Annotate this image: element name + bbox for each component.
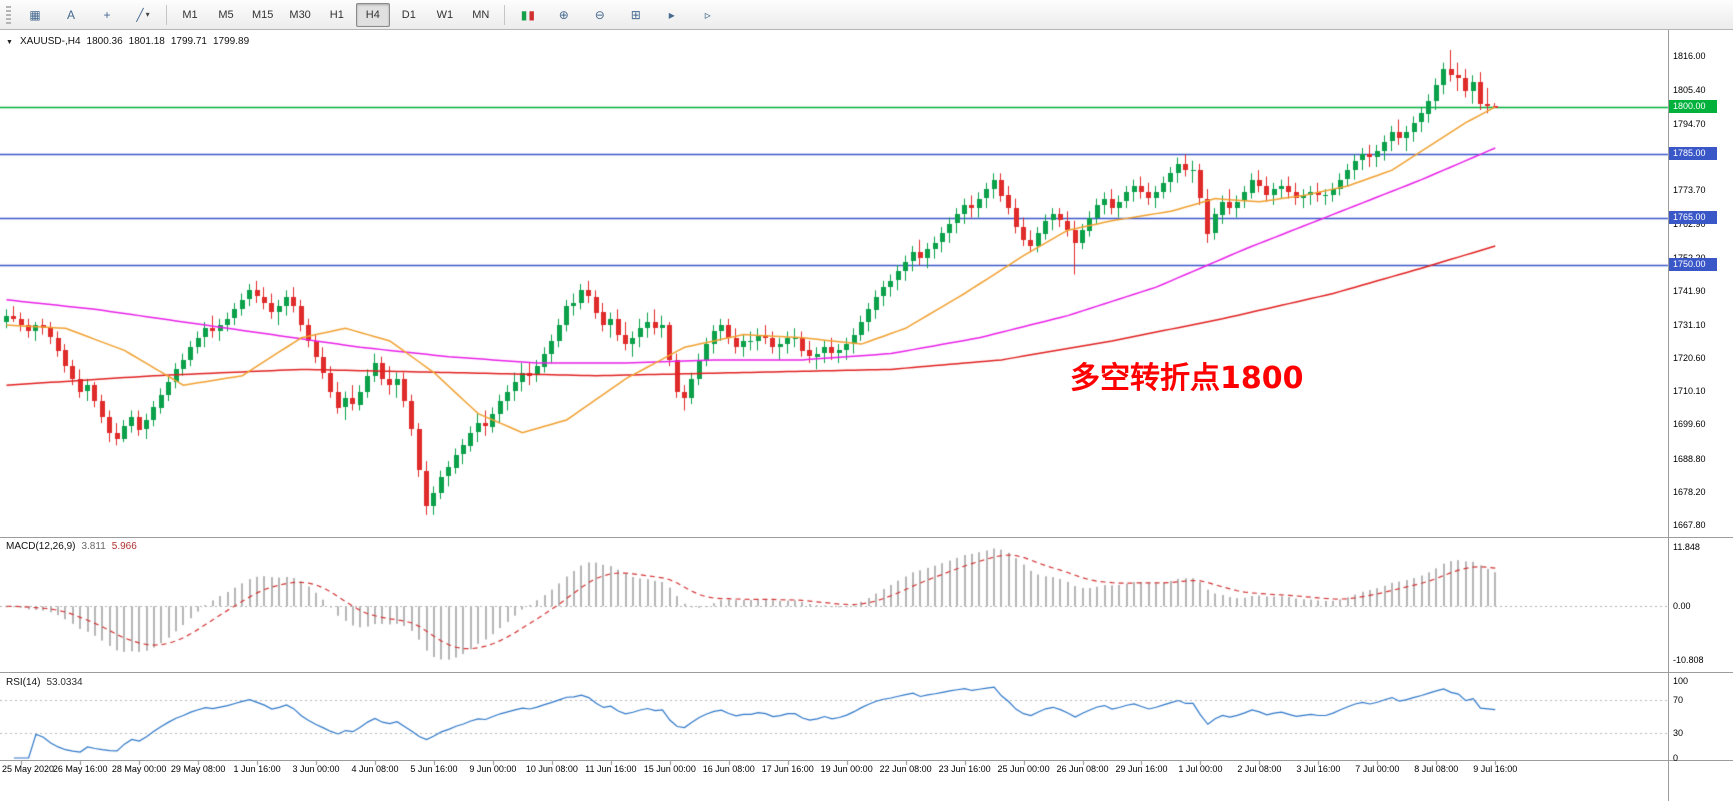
- rsi-indicator-label: RSI(14) 53.0334: [6, 677, 83, 688]
- toolbar-separator: [503, 4, 505, 25]
- new-order-icon[interactable]: ▮ ▮: [511, 3, 545, 27]
- chart-shift-icon[interactable]: ▹: [691, 3, 725, 27]
- timeframe-button-m30[interactable]: M30: [289, 8, 311, 21]
- zoom-in-icon[interactable]: ⊕: [547, 3, 581, 27]
- price-axis-separator: [1668, 30, 1669, 801]
- timeframe-button-h1[interactable]: H1: [329, 8, 344, 21]
- charts-grid-icon[interactable]: ▦: [18, 3, 52, 27]
- timeframe-button-mn[interactable]: MN: [472, 8, 490, 21]
- rsi-value: 53.0334: [46, 677, 83, 688]
- charts-grid-icon-glyph: ▦: [29, 7, 41, 22]
- zoom-out-icon-glyph: ⊖: [594, 7, 605, 22]
- auto-scroll-icon-glyph: ▸: [668, 7, 675, 22]
- panel-separator-macd-rsi[interactable]: [0, 672, 1733, 673]
- toolbar: ▦ A + ╱ ▾ M1 M5 M15 M30 H1 H4 D1 W1 MN ▮ ▮ ⊕ ⊖ ⊞ ▸ ▹: [0, 0, 1733, 30]
- chart-annotation-text[interactable]: 多空转折点1800: [1070, 361, 1304, 396]
- timeframe-button-m15[interactable]: M15: [252, 8, 274, 21]
- ohlc-open: 1800.36: [86, 36, 123, 47]
- ohlc-low: 1799.71: [170, 36, 207, 47]
- price-axis[interactable]: [1669, 30, 1733, 801]
- chart-symbol-period: XAUUSD-,H4: [19, 36, 81, 47]
- panel-separator-main-macd[interactable]: [0, 537, 1733, 538]
- time-axis[interactable]: [0, 761, 1668, 801]
- macd-indicator-label: MACD(12,26,9) 3.811 5.966: [6, 541, 137, 552]
- toolbar-drag-handle[interactable]: [6, 5, 11, 24]
- chart-dropdown-icon[interactable]: ▼: [6, 39, 13, 46]
- crosshair-tool-glyph: +: [103, 7, 111, 22]
- ohlc-high: 1801.18: [128, 36, 165, 47]
- tile-windows-icon-glyph: ⊞: [630, 7, 641, 22]
- bull-bar-glyph: ▮: [520, 7, 528, 22]
- zoom-out-icon[interactable]: ⊖: [583, 3, 617, 27]
- timeframe-button-m5[interactable]: M5: [218, 8, 234, 21]
- rsi-name: RSI(14): [6, 677, 41, 688]
- text-label-tool-glyph: A: [66, 7, 75, 22]
- chart-shift-icon-glyph: ▹: [704, 7, 711, 22]
- timeframe-button-d1[interactable]: D1: [401, 8, 416, 21]
- ohlc-close: 1799.89: [212, 36, 250, 47]
- line-studies-tool[interactable]: ╱ ▾: [126, 3, 160, 27]
- bear-bar-glyph: ▮: [528, 7, 535, 22]
- auto-scroll-icon[interactable]: ▸: [655, 3, 689, 27]
- crosshair-tool[interactable]: +: [90, 3, 124, 27]
- panel-separator-time-axis[interactable]: [0, 760, 1733, 761]
- chart-title: ▼ XAUUSD-,H4 1800.36 1801.18 1799.71 179…: [6, 36, 249, 47]
- zoom-in-icon-glyph: ⊕: [558, 7, 569, 22]
- macd-name: MACD(12,26,9): [6, 541, 76, 552]
- timeframe-button-h4[interactable]: H4: [355, 2, 390, 27]
- macd-main-value: 3.811: [81, 541, 106, 552]
- dropdown-caret-icon: ▾: [145, 10, 150, 19]
- toolbar-separator: [166, 4, 167, 25]
- timeframe-button-w1[interactable]: W1: [436, 8, 454, 21]
- text-label-tool[interactable]: A: [54, 3, 88, 27]
- macd-signal-value: 5.966: [111, 541, 137, 552]
- line-studies-tool-glyph: ╱: [136, 7, 144, 22]
- tile-windows-icon[interactable]: ⊞: [619, 3, 653, 27]
- timeframe-button-m1[interactable]: M1: [182, 8, 198, 21]
